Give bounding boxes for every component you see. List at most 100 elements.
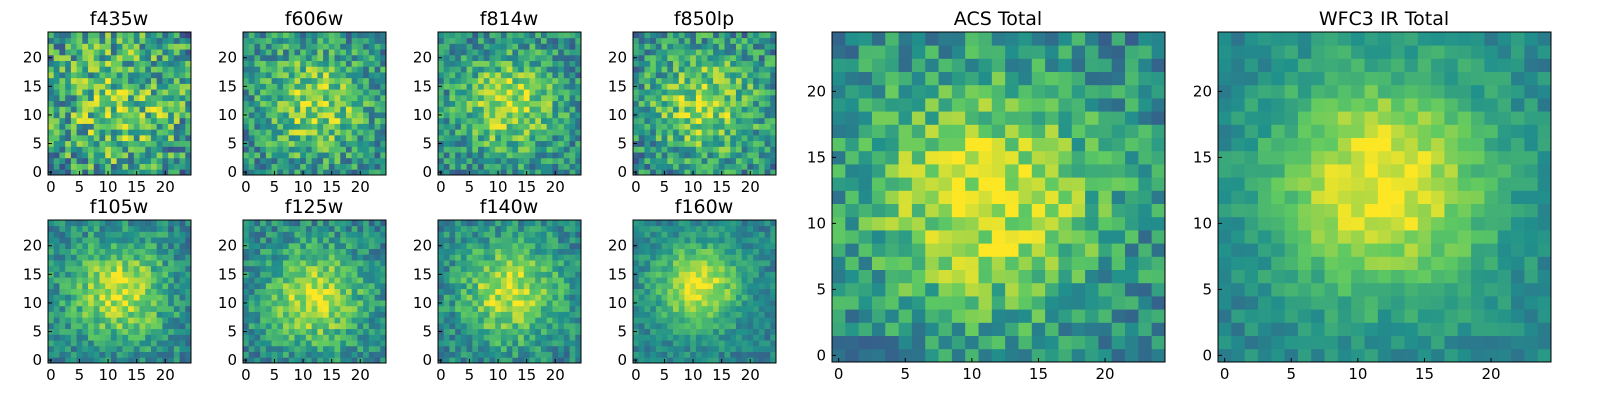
heatmap-cell	[563, 89, 570, 96]
heatmap-cell	[747, 271, 754, 278]
heatmap-cell	[638, 277, 645, 284]
heatmap-cell	[472, 32, 479, 39]
heatmap-cell	[328, 271, 335, 278]
heatmap-cell	[122, 271, 129, 278]
heatmap-cell	[667, 260, 674, 267]
heatmap-cell	[523, 43, 530, 50]
heatmap-cell	[145, 311, 152, 318]
heatmap-cell	[173, 163, 180, 170]
heatmap-cell	[265, 248, 272, 255]
heatmap-cell	[690, 271, 697, 278]
heatmap-cell	[243, 146, 250, 153]
heatmap-cell	[667, 271, 674, 278]
heatmap-cell	[633, 163, 640, 170]
heatmap-cell	[575, 106, 582, 113]
heatmap-cell	[650, 77, 657, 84]
heatmap-cell	[741, 152, 748, 159]
heatmap-cell	[489, 89, 496, 96]
heatmap-cell	[243, 123, 250, 130]
heatmap-cell	[546, 66, 553, 73]
heatmap-cell	[540, 351, 548, 358]
heatmap-cell	[260, 322, 267, 330]
heatmap-cell	[265, 357, 272, 364]
heatmap-cell	[300, 277, 307, 284]
heatmap-cell	[133, 242, 140, 249]
heatmap-cell	[684, 94, 691, 102]
heatmap-cell	[569, 134, 576, 142]
heatmap-cell	[260, 328, 267, 335]
panel-title: f606w	[285, 8, 344, 30]
heatmap-cell	[655, 271, 662, 278]
heatmap-cell	[283, 242, 290, 249]
heatmap-cell	[655, 117, 662, 124]
heatmap-cell	[323, 334, 330, 341]
heatmap-cell	[105, 345, 112, 352]
heatmap-cell	[661, 163, 668, 170]
heatmap-cell	[139, 83, 146, 90]
heatmap-cell	[684, 37, 691, 44]
heatmap-cell	[368, 123, 375, 130]
heatmap-cell	[374, 94, 381, 102]
heatmap-cell	[277, 169, 284, 176]
heatmap-cell	[684, 140, 691, 147]
heatmap-cell	[105, 271, 112, 278]
heatmap-cell	[53, 66, 60, 73]
heatmap-cell	[506, 345, 513, 352]
heatmap-cell	[363, 169, 370, 176]
heatmap-cell	[546, 157, 553, 164]
heatmap-cell	[305, 351, 313, 358]
heatmap-cell	[122, 294, 129, 301]
heatmap-cell	[380, 340, 387, 347]
heatmap-cell	[673, 334, 680, 341]
heatmap-cell	[575, 311, 582, 318]
heatmap-cell	[65, 54, 72, 61]
heatmap-cell	[351, 54, 358, 61]
heatmap-cell	[472, 123, 479, 130]
heatmap-cell	[88, 134, 95, 142]
heatmap-cell	[368, 242, 375, 249]
heatmap-cell	[730, 43, 737, 50]
heatmap-cell	[248, 106, 255, 113]
heatmap-cell	[438, 317, 445, 324]
heatmap-cell	[128, 254, 135, 261]
heatmap-cell	[747, 49, 754, 56]
heatmap-cell	[655, 169, 662, 176]
heatmap-cell	[770, 134, 777, 142]
heatmap-cell	[633, 152, 640, 159]
heatmap-cell	[363, 357, 370, 364]
heatmap-cell	[655, 345, 662, 352]
heatmap-cell	[99, 334, 106, 341]
heatmap-cell	[283, 134, 290, 142]
heatmap-cell	[53, 311, 60, 318]
heatmap-cell	[328, 37, 335, 44]
heatmap-cell	[546, 305, 553, 312]
heatmap-cell	[455, 340, 462, 347]
heatmap-cell	[277, 242, 284, 249]
y-tick-label: 20	[413, 49, 432, 67]
heatmap-cell	[317, 277, 324, 284]
heatmap-cell	[478, 60, 485, 67]
heatmap-cell	[380, 152, 387, 159]
heatmap-cell	[443, 225, 450, 232]
heatmap-cell	[558, 43, 565, 50]
heatmap-cell	[713, 94, 720, 102]
heatmap-cell	[472, 117, 479, 124]
heatmap-cell	[529, 123, 536, 130]
heatmap-cell	[500, 37, 508, 44]
heatmap-cell	[294, 163, 301, 170]
heatmap-cell	[753, 83, 760, 90]
heatmap-cell	[478, 106, 485, 113]
heatmap-cell	[122, 54, 129, 61]
heatmap-cell	[489, 351, 496, 358]
heatmap-cell	[695, 334, 703, 341]
heatmap-cell	[489, 152, 496, 159]
heatmap-cell	[368, 334, 375, 341]
heatmap-cell	[351, 157, 358, 164]
heatmap-cell	[105, 311, 112, 318]
heatmap-cell	[735, 89, 743, 96]
heatmap-cell	[529, 231, 536, 238]
heatmap-cell	[82, 322, 89, 330]
heatmap-cell	[128, 54, 135, 61]
heatmap-cell	[558, 66, 565, 73]
heatmap-cell	[638, 54, 645, 61]
